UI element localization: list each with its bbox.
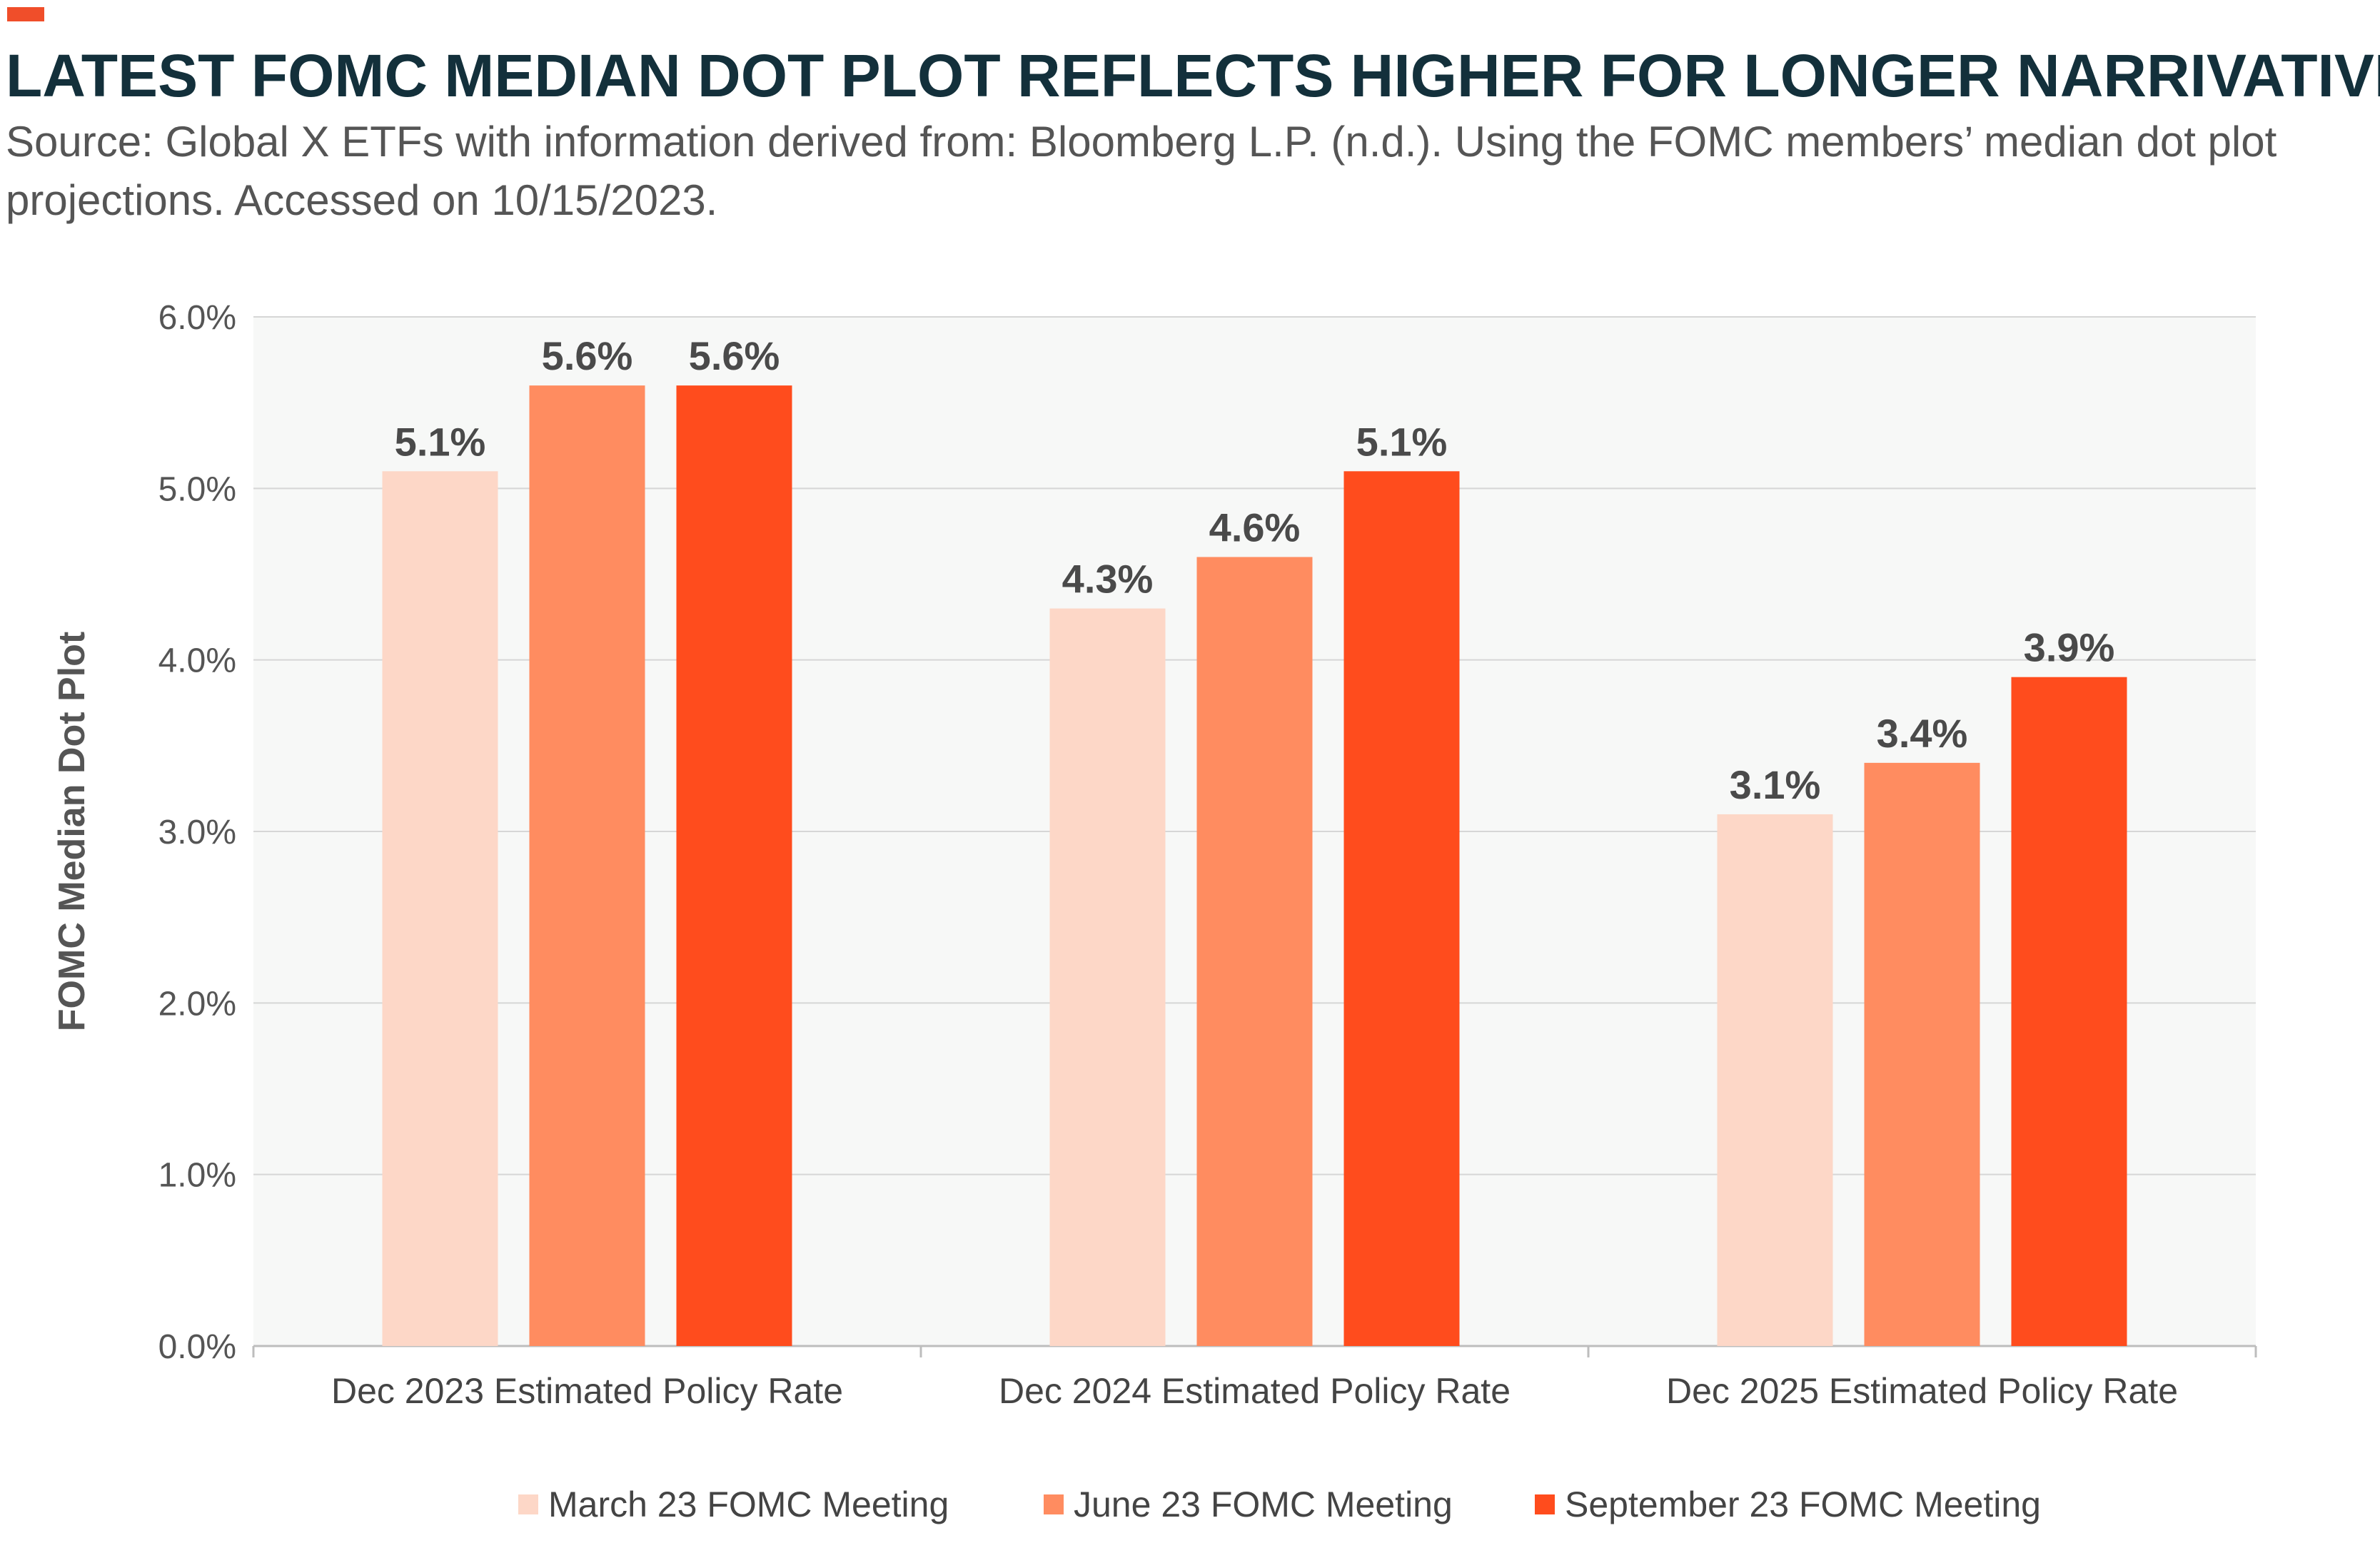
bar bbox=[1864, 762, 1980, 1346]
legend-item-september: September 23 FOMC Meeting bbox=[1535, 1476, 2041, 1533]
y-tick-label: 3.0% bbox=[158, 814, 236, 851]
bar bbox=[529, 385, 645, 1347]
x-tick-label: Dec 2024 Estimated Policy Rate bbox=[999, 1371, 1511, 1411]
legend-label-march: March 23 FOMC Meeting bbox=[548, 1484, 949, 1524]
bar bbox=[2011, 677, 2127, 1346]
data-label: 4.6% bbox=[1209, 505, 1301, 550]
y-tick-label: 5.0% bbox=[158, 470, 236, 508]
bar bbox=[1343, 471, 1460, 1346]
bar bbox=[1196, 557, 1313, 1346]
data-label: 4.3% bbox=[1062, 557, 1154, 602]
y-tick-label: 1.0% bbox=[158, 1157, 236, 1195]
legend-item-june: June 23 FOMC Meeting bbox=[1044, 1476, 1453, 1533]
y-tick-label: 0.0% bbox=[158, 1328, 236, 1366]
data-label: 3.1% bbox=[1730, 762, 1821, 807]
legend-label-september: September 23 FOMC Meeting bbox=[1565, 1484, 2041, 1524]
data-label: 5.1% bbox=[395, 419, 486, 464]
bar bbox=[1717, 814, 1833, 1346]
data-label: 3.9% bbox=[2024, 625, 2115, 670]
y-tick-label: 6.0% bbox=[158, 299, 236, 337]
legend-swatch-september bbox=[1535, 1494, 1555, 1514]
y-tick-label: 2.0% bbox=[158, 985, 236, 1023]
y-tick-label: 4.0% bbox=[158, 642, 236, 680]
legend-swatch-june bbox=[1044, 1494, 1064, 1514]
chart-title: LATEST FOMC MEDIAN DOT PLOT REFLECTS HIG… bbox=[6, 42, 2380, 109]
data-label: 5.6% bbox=[542, 333, 633, 378]
data-label: 5.1% bbox=[1356, 419, 1448, 464]
chart-legend: March 23 FOMC Meeting June 23 FOMC Meeti… bbox=[0, 1476, 2380, 1533]
y-axis-title: FOMC Median Dot Plot bbox=[51, 632, 93, 1031]
chart-source-note: Source: Global X ETFs with information d… bbox=[6, 118, 2277, 224]
accent-mark bbox=[7, 7, 44, 21]
x-tick-label: Dec 2023 Estimated Policy Rate bbox=[331, 1371, 843, 1411]
legend-swatch-march bbox=[518, 1494, 538, 1514]
bar bbox=[1049, 608, 1166, 1346]
legend-item-march: March 23 FOMC Meeting bbox=[518, 1476, 949, 1533]
bar bbox=[676, 385, 792, 1347]
data-label: 3.4% bbox=[1877, 711, 1968, 756]
legend-label-june: June 23 FOMC Meeting bbox=[1074, 1484, 1453, 1524]
x-tick-label: Dec 2025 Estimated Policy Rate bbox=[1666, 1371, 2178, 1411]
data-label: 5.6% bbox=[689, 333, 780, 378]
bar bbox=[382, 471, 498, 1346]
